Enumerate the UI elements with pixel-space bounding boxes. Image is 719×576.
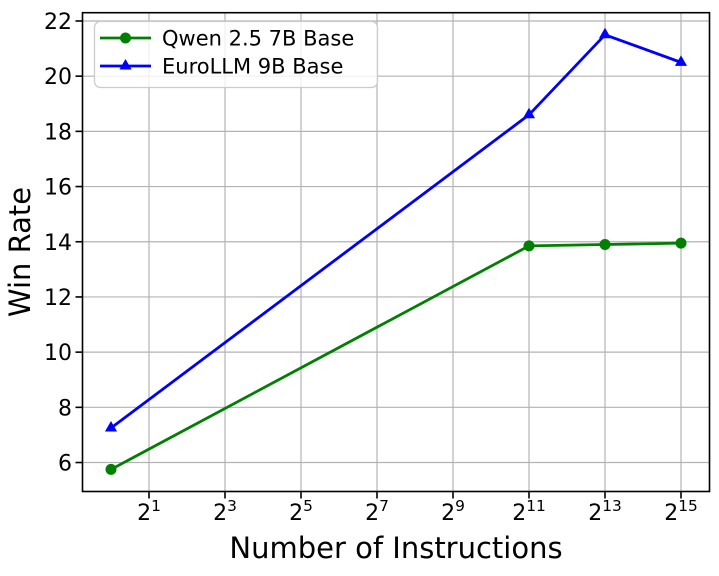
data-point-triangle [104, 421, 118, 432]
legend: Qwen 2.5 7B Base EuroLLM 9B Base [93, 20, 379, 89]
y-tick-label: 8 [58, 396, 72, 421]
y-tick-label: 10 [44, 341, 72, 366]
x-tick-label: 29 [441, 497, 465, 526]
x-tick-label: 27 [365, 497, 389, 526]
x-tick-label: 23 [213, 497, 237, 526]
series-line-0 [109, 241, 683, 471]
data-point-circle [599, 239, 611, 251]
legend-box [93, 20, 379, 89]
y-tick-label: 6 [58, 452, 72, 477]
legend-label-eurollm: EuroLLM 9B Base [162, 55, 343, 79]
data-point-circle [523, 240, 535, 252]
data-point-circle [675, 237, 687, 249]
y-tick-label: 12 [44, 286, 72, 311]
series-layer [104, 27, 688, 475]
x-tick-label: 213 [588, 497, 622, 526]
x-axis-label: Number of Instructions [229, 531, 562, 565]
x-tick-label: 215 [664, 497, 698, 526]
y-tick-label: 18 [44, 120, 72, 145]
x-tick-label: 211 [512, 497, 546, 526]
x-tick-label: 25 [289, 497, 313, 526]
x-tick-label: 21 [137, 497, 161, 526]
y-tick-label: 22 [44, 10, 72, 35]
data-point-triangle [522, 107, 536, 119]
data-point-circle [105, 463, 117, 475]
legend-triangle-marker-icon [119, 59, 132, 70]
y-tick-label: 16 [44, 176, 72, 201]
tick-layer: 21 23 25 27 29 211 213 215 6 8 10 12 14 16 18 20 22 [44, 10, 698, 526]
data-point-triangle [674, 55, 688, 66]
plot-border [81, 11, 711, 493]
legend-label-qwen: Qwen 2.5 7B Base [162, 27, 354, 51]
y-axis-label: Win Rate [3, 187, 37, 317]
legend-circle-marker-icon [120, 32, 131, 44]
series-line-1 [109, 33, 683, 430]
y-tick-label: 20 [44, 65, 72, 90]
y-tick-label: 14 [44, 231, 72, 256]
data-point-triangle [598, 27, 612, 39]
